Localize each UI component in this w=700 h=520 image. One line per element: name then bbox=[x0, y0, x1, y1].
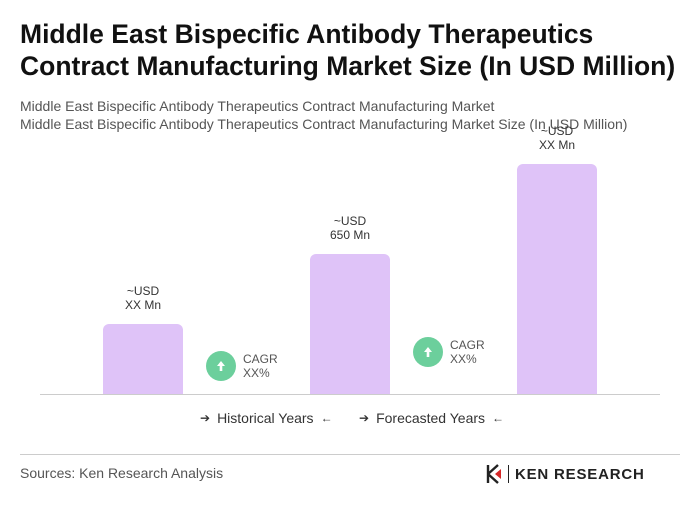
arrow-up-icon bbox=[413, 337, 443, 367]
x-axis-line bbox=[40, 394, 660, 395]
bar-value-label: ~USD XX Mn bbox=[124, 284, 161, 312]
page-title: Middle East Bispecific Antibody Therapeu… bbox=[20, 19, 676, 81]
logo-mark-icon bbox=[486, 464, 501, 484]
bar-value-label: ~USD 650 Mn bbox=[329, 214, 371, 242]
arrow-left-icon: ← bbox=[492, 411, 505, 425]
logo-separator bbox=[508, 465, 509, 483]
cagr-forecast: CAGR XX% bbox=[413, 337, 485, 367]
chart-subtitle: Middle East Bispecific Antibody Therapeu… bbox=[20, 98, 495, 114]
bar-base-year bbox=[310, 254, 390, 394]
footer-divider bbox=[20, 454, 680, 455]
ken-research-logo: KEN RESEARCH bbox=[486, 464, 645, 484]
arrow-up-icon bbox=[206, 351, 236, 381]
legend-historical: ➔ Historical Years ← bbox=[200, 410, 333, 426]
arrow-right-icon: ➔ bbox=[200, 411, 211, 425]
legend-forecasted-label: Forecasted Years bbox=[376, 410, 486, 426]
cagr-label: CAGR XX% bbox=[243, 352, 278, 380]
logo-wordmark: KEN RESEARCH bbox=[515, 465, 645, 483]
legend-historical-label: Historical Years bbox=[217, 410, 314, 426]
legend-forecasted: ➔ Forecasted Years ← bbox=[359, 410, 504, 426]
arrow-right-icon: ➔ bbox=[359, 411, 370, 425]
cagr-historical: CAGR XX% bbox=[206, 351, 278, 381]
chart-subtitle-secondary: Middle East Bispecific Antibody Therapeu… bbox=[20, 116, 628, 132]
cagr-label: CAGR XX% bbox=[450, 338, 485, 366]
arrow-left-icon: ← bbox=[320, 411, 333, 425]
bar-value-label: ~USD XX Mn bbox=[538, 124, 575, 152]
bar-forecast bbox=[517, 164, 597, 394]
bar-historical bbox=[103, 324, 183, 394]
sources-text: Sources: Ken Research Analysis bbox=[20, 465, 224, 481]
